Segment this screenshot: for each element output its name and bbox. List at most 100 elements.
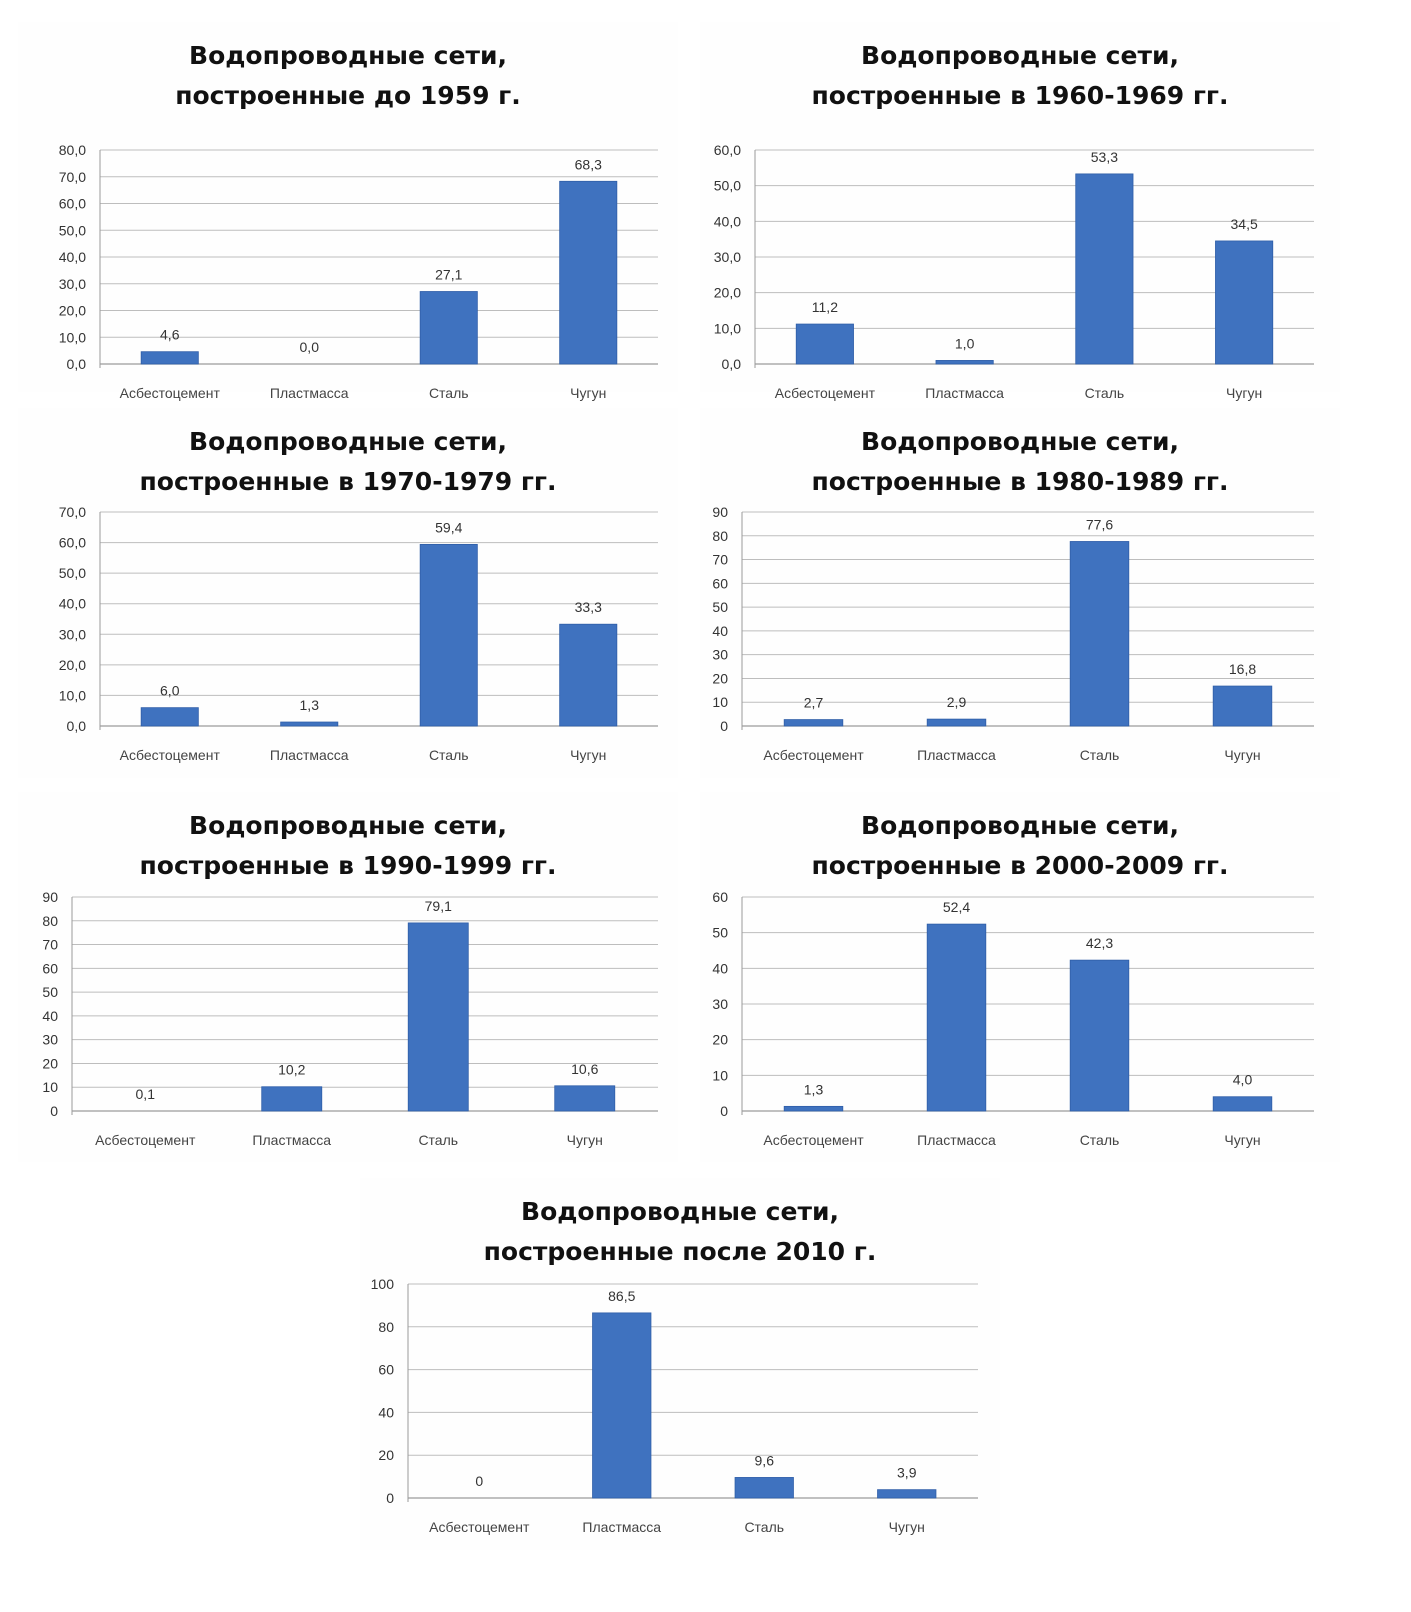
bar-Чугун — [1215, 240, 1274, 365]
y-tick-label: 20,0 — [59, 657, 86, 673]
chart-title-line: Водопроводные сети, — [189, 811, 507, 840]
data-label: 0 — [475, 1473, 483, 1489]
y-tick-label: 100 — [371, 1276, 395, 1292]
chart-title-line: построенные в 1990-1999 гг. — [139, 851, 557, 880]
bar-Асбестоцемент — [783, 719, 844, 727]
y-tick-label: 40,0 — [59, 596, 86, 612]
bar-Чугун — [1212, 685, 1273, 727]
chart-title-line: построенные в 1980-1989 гг. — [811, 467, 1229, 496]
y-tick-label: 60,0 — [59, 535, 86, 551]
x-category-label: Пластмасса — [582, 1519, 661, 1535]
bar-Сталь — [419, 544, 478, 727]
chart-panel-6: Водопроводные сети, построенные в 2000-20… — [700, 792, 1340, 1162]
data-label: 27,1 — [435, 267, 462, 283]
x-category-label: Пластмасса — [925, 385, 1004, 401]
data-label: 53,3 — [1091, 149, 1118, 165]
data-label: 3,9 — [897, 1465, 917, 1481]
data-label: 86,5 — [608, 1288, 635, 1304]
x-category-label: Асбестоцемент — [95, 1132, 196, 1148]
y-tick-label: 10 — [42, 1079, 58, 1095]
y-tick-label: 0,0 — [67, 356, 87, 372]
data-label: 10,2 — [278, 1062, 305, 1078]
y-tick-label: 50 — [712, 925, 728, 941]
y-tick-label: 10 — [712, 1067, 728, 1083]
data-label: 33,3 — [575, 599, 602, 615]
bar-Асбестоцемент — [783, 1105, 844, 1112]
chart-panel-7: Водопроводные сети, построенные после 201… — [360, 1178, 1000, 1550]
y-tick-label: 40 — [42, 1008, 58, 1024]
y-tick-label: 30,0 — [59, 276, 86, 292]
y-tick-label: 60,0 — [59, 196, 86, 212]
y-tick-label: 20,0 — [714, 285, 741, 301]
y-tick-label: 0 — [50, 1103, 58, 1119]
data-label: 11,2 — [812, 299, 838, 315]
chart-title: Водопроводные сети, построенные до 1959 г… — [18, 36, 678, 116]
y-tick-label: 20 — [712, 1032, 728, 1048]
chart-title: Водопроводные сети, построенные в 2000-20… — [700, 806, 1340, 886]
chart-title-line: построенные в 1970-1979 гг. — [139, 467, 557, 496]
y-tick-label: 40 — [378, 1404, 394, 1420]
bar-Пластмасса — [926, 718, 987, 727]
bar-chart-svg: 0 10 20 30 40 50 60 70 80 90 2,7 Асбестоцемент 2,9 Пл… — [712, 504, 1314, 763]
y-tick-label: 20 — [42, 1055, 58, 1071]
data-label: 10,6 — [571, 1061, 598, 1077]
x-category-label: Чугун — [1226, 385, 1262, 401]
x-category-label: Сталь — [1080, 1132, 1120, 1148]
y-tick-label: 50 — [42, 984, 58, 1000]
chart-title-line: построенные после 2010 г. — [483, 1237, 877, 1266]
chart-title: Водопроводные сети, построенные после 201… — [360, 1192, 1000, 1272]
x-category-label: Асбестоцемент — [763, 747, 864, 763]
bar-chart-svg: 0,0 10,0 20,0 30,0 40,0 50,0 60,0 70,0 6,0 Асбест… — [59, 504, 658, 763]
bar-Пластмасса — [926, 923, 987, 1112]
bar-chart-svg: 0,0 10,0 20,0 30,0 40,0 50,0 60,0 70,0 80,0 4,6 Ас… — [59, 142, 658, 401]
y-tick-label: 70 — [712, 552, 728, 568]
bar-chart-svg: 0,0 10,0 20,0 30,0 40,0 50,0 60,0 11,2 Асбестоце… — [714, 142, 1314, 401]
y-tick-label: 0 — [720, 1103, 728, 1119]
bar-Чугун — [1212, 1096, 1273, 1112]
data-label: 59,4 — [435, 519, 462, 535]
y-tick-label: 90 — [42, 889, 58, 905]
x-category-label: Сталь — [1085, 385, 1125, 401]
y-tick-label: 30 — [712, 996, 728, 1012]
x-category-label: Сталь — [1080, 747, 1120, 763]
chart-title-line: построенные в 2000-2009 гг. — [811, 851, 1229, 880]
chart-title: Водопроводные сети, построенные в 1990-19… — [18, 806, 678, 886]
x-category-label: Чугун — [567, 1132, 603, 1148]
chart-title: Водопроводные сети, построенные в 1960-19… — [700, 36, 1340, 116]
chart-title-line: Водопроводные сети, — [189, 41, 507, 70]
y-tick-label: 30 — [42, 1032, 58, 1048]
x-category-label: Сталь — [744, 1519, 784, 1535]
bar-Асбестоцемент — [140, 707, 199, 727]
data-label: 68,3 — [575, 156, 602, 172]
y-tick-label: 70 — [42, 937, 58, 953]
x-category-label: Пластмасса — [270, 385, 349, 401]
y-tick-label: 20 — [378, 1447, 394, 1463]
chart-panel-3: Водопроводные сети, построенные в 1970-19… — [18, 408, 678, 778]
y-tick-label: 50 — [712, 599, 728, 615]
y-tick-label: 0,0 — [67, 718, 87, 734]
x-category-label: Сталь — [418, 1132, 458, 1148]
data-label: 1,3 — [804, 1081, 824, 1097]
y-tick-label: 60 — [712, 575, 728, 591]
data-label: 42,3 — [1086, 935, 1113, 951]
bar-Асбестоцемент — [140, 351, 199, 365]
bar-Сталь — [407, 922, 469, 1112]
data-label: 2,7 — [804, 695, 824, 711]
bar-Чугун — [559, 180, 618, 365]
y-tick-label: 60 — [712, 889, 728, 905]
data-label: 52,4 — [943, 899, 970, 915]
bar-Сталь — [1075, 173, 1134, 365]
data-label: 9,6 — [755, 1452, 775, 1468]
chart-title: Водопроводные сети, построенные в 1970-19… — [18, 422, 678, 502]
y-tick-label: 50,0 — [59, 565, 86, 581]
y-tick-label: 40,0 — [59, 249, 86, 265]
y-tick-label: 60 — [42, 960, 58, 976]
x-category-label: Пластмасса — [917, 747, 996, 763]
y-tick-label: 20,0 — [59, 303, 86, 319]
x-category-label: Пластмасса — [917, 1132, 996, 1148]
y-tick-label: 40 — [712, 960, 728, 976]
x-category-label: Пластмасса — [252, 1132, 331, 1148]
x-category-label: Чугун — [1224, 1132, 1260, 1148]
x-category-label: Асбестоцемент — [120, 385, 221, 401]
y-tick-label: 10,0 — [714, 320, 741, 336]
